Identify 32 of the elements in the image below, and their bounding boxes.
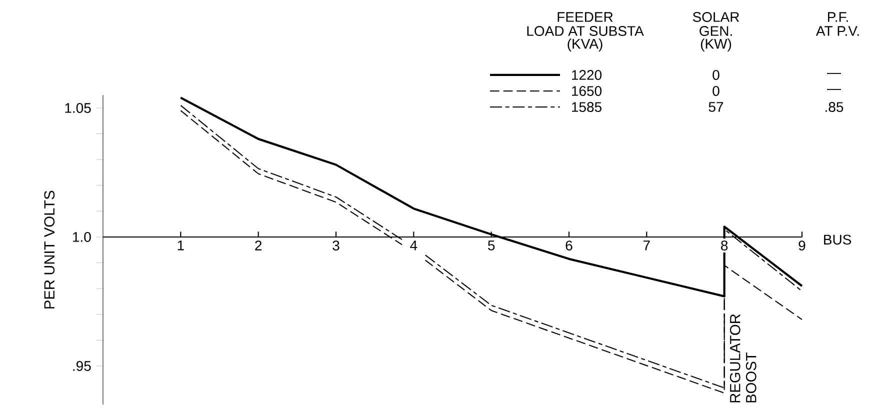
y-tick-label: 1.05 bbox=[65, 103, 91, 113]
annotation: REGULATOR BOOST bbox=[730, 314, 756, 402]
x-tick-label: 2 bbox=[255, 240, 262, 250]
x-axis-title: BUS bbox=[824, 234, 852, 245]
text: .85 bbox=[826, 102, 844, 112]
legend-label: 1585 bbox=[572, 102, 602, 112]
legend-label: 1220 bbox=[572, 70, 602, 80]
y-tick-label: 1.0 bbox=[73, 232, 91, 242]
x-tick-label: 1 bbox=[178, 240, 184, 250]
text: AT P.V. bbox=[816, 26, 859, 36]
y-tick-label: .95 bbox=[73, 361, 91, 371]
x-tick-label: 4 bbox=[410, 240, 418, 250]
text: LOAD AT SUBSTA bbox=[527, 26, 644, 36]
text: GEN. bbox=[700, 26, 732, 36]
text: SOLAR bbox=[692, 12, 740, 22]
text: — bbox=[827, 72, 841, 74]
annotation: 0 bbox=[712, 86, 720, 96]
text: (KW) bbox=[700, 38, 732, 52]
annotation: 57 bbox=[708, 102, 724, 112]
text: — bbox=[827, 88, 841, 90]
x-tick-label: 5 bbox=[488, 240, 495, 250]
legend-label: 1650 bbox=[572, 86, 602, 96]
y-axis-title: PER UNIT VOLTS bbox=[44, 190, 55, 308]
text: FEEDER bbox=[558, 12, 613, 22]
text: (KVA) bbox=[568, 38, 602, 52]
x-tick-label: 6 bbox=[566, 240, 572, 250]
text: P.F. bbox=[828, 12, 848, 22]
x-tick-label: 7 bbox=[643, 240, 650, 250]
x-tick-label: 3 bbox=[332, 240, 340, 250]
text: 0 bbox=[712, 70, 720, 80]
x-tick-label: 8 bbox=[721, 240, 728, 250]
x-tick-label: 9 bbox=[798, 240, 806, 250]
